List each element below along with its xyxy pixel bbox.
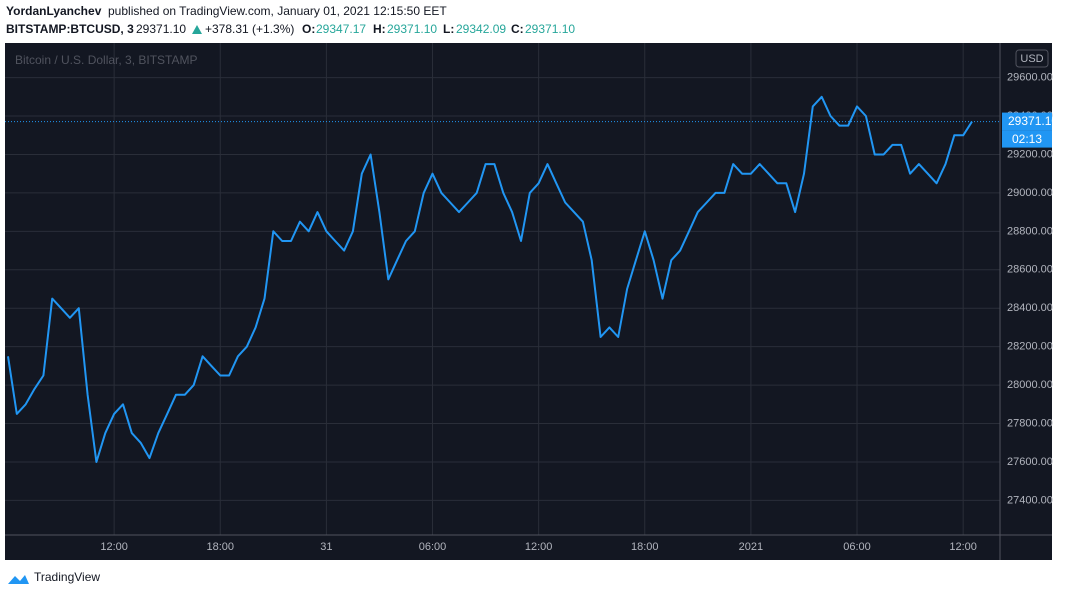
x-tick-label: 31 <box>320 541 332 553</box>
y-tick-label: 29600.00 <box>1007 72 1053 84</box>
x-tick-label: 18:00 <box>206 541 234 553</box>
published: published on TradingView.com, January 01… <box>108 4 447 18</box>
symbol: BITSTAMP:BTCUSD, 3 <box>6 22 134 36</box>
currency: USD <box>1020 53 1043 65</box>
price-line <box>7 95 973 463</box>
low: 29342.09 <box>456 22 506 36</box>
x-tick-label: 12:00 <box>525 541 553 553</box>
y-tick-label: 28800.00 <box>1007 225 1053 237</box>
last-price-label: 29371.10 <box>1008 114 1058 128</box>
close: 29371.10 <box>525 22 575 36</box>
y-tick-label: 27400.00 <box>1007 494 1053 506</box>
change: +378.31 (+1.3%) <box>205 22 294 36</box>
y-tick-label: 29200.00 <box>1007 148 1053 160</box>
countdown-tag <box>1002 130 1052 148</box>
x-tick-label: 06:00 <box>843 541 871 553</box>
y-tick-label: 28600.00 <box>1007 264 1053 276</box>
chart-legend: Bitcoin / U.S. Dollar, 3, BITSTAMP <box>15 53 198 67</box>
y-tick-label: 28200.00 <box>1007 341 1053 353</box>
c-label: C: <box>511 22 524 36</box>
price: 29371.10 <box>136 22 186 36</box>
author: YordanLyanchev <box>6 4 102 18</box>
x-tick-label: 18:00 <box>631 541 659 553</box>
y-tick-label: 27800.00 <box>1007 417 1053 429</box>
x-tick-label: 12:00 <box>949 541 977 553</box>
chart-background <box>5 43 1052 560</box>
last-price-tag <box>1002 112 1052 131</box>
l-label: L: <box>443 22 454 36</box>
y-tick-label: 29000.00 <box>1007 187 1053 199</box>
currency-box[interactable] <box>1015 49 1049 68</box>
tv-logo <box>8 575 29 584</box>
y-tick-label: 28000.00 <box>1007 379 1053 391</box>
high: 29371.10 <box>387 22 437 36</box>
o-label: O: <box>302 22 315 36</box>
up-arrow <box>192 25 202 34</box>
brand: TradingView <box>34 570 100 584</box>
x-tick-label: 06:00 <box>419 541 447 553</box>
x-tick-label: 12:00 <box>100 541 128 553</box>
open: 29347.17 <box>316 22 366 36</box>
y-tick-label: 28400.00 <box>1007 302 1053 314</box>
x-tick-label: 2021 <box>739 541 763 553</box>
countdown: 02:13 <box>1012 132 1042 146</box>
h-label: H: <box>373 22 386 36</box>
y-tick-label: 27600.00 <box>1007 456 1053 468</box>
